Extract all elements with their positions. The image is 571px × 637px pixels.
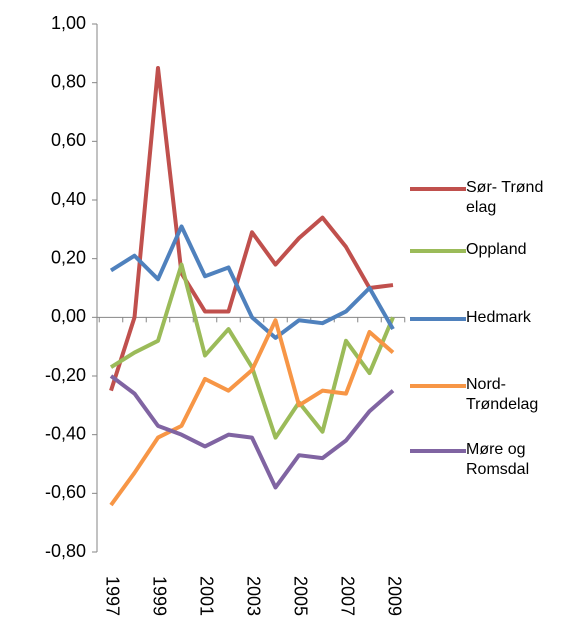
legend-item: Oppland: [410, 240, 558, 260]
x-tick-label: 2005: [290, 576, 310, 616]
series-line: [109, 374, 395, 490]
legend-label: Møre og Romsdal: [466, 441, 530, 478]
y-tick-label: 0,60: [51, 130, 86, 150]
y-tick-label: 0,80: [51, 71, 86, 91]
legend-swatch: [410, 384, 466, 388]
y-tick-label: 0,20: [51, 247, 86, 267]
legend-label: Oppland: [466, 241, 527, 258]
x-tick-label: 2001: [196, 576, 216, 616]
legend-item: Møre og Romsdal: [410, 440, 546, 480]
y-tick-label: -0,20: [45, 365, 86, 385]
legend-swatch: [410, 187, 466, 191]
series-line: [109, 224, 395, 340]
legend-label: Sør- Trøndelag: [466, 179, 544, 216]
series-line: [109, 66, 394, 392]
legend-swatch: [410, 449, 466, 453]
legend-item: Hedmark: [410, 308, 558, 328]
legend-item: Sør- Trøndelag: [410, 178, 548, 218]
series-line: [109, 318, 395, 507]
x-tick-label: 2009: [384, 576, 404, 616]
y-tick-label: 0,00: [51, 306, 86, 326]
y-tick-label: -0,40: [45, 423, 86, 443]
y-tick-label: -0,60: [45, 482, 86, 502]
x-tick-label: 1997: [102, 576, 122, 616]
legend-swatch: [410, 317, 466, 321]
x-tick-label: 2007: [337, 576, 357, 616]
legend-item: Nord-Trøndelag: [410, 375, 546, 415]
legend-swatch: [410, 249, 466, 253]
x-tick-label: 1999: [149, 576, 169, 616]
y-tick-label: 1,00: [51, 13, 86, 33]
legend-label: Hedmark: [466, 309, 531, 326]
series-line: [109, 262, 395, 440]
legend-label: Nord-Trøndelag: [466, 376, 539, 413]
y-tick-label: 0,40: [51, 189, 86, 209]
x-tick-label: 2003: [243, 576, 263, 616]
y-tick-label: -0,80: [45, 541, 86, 561]
